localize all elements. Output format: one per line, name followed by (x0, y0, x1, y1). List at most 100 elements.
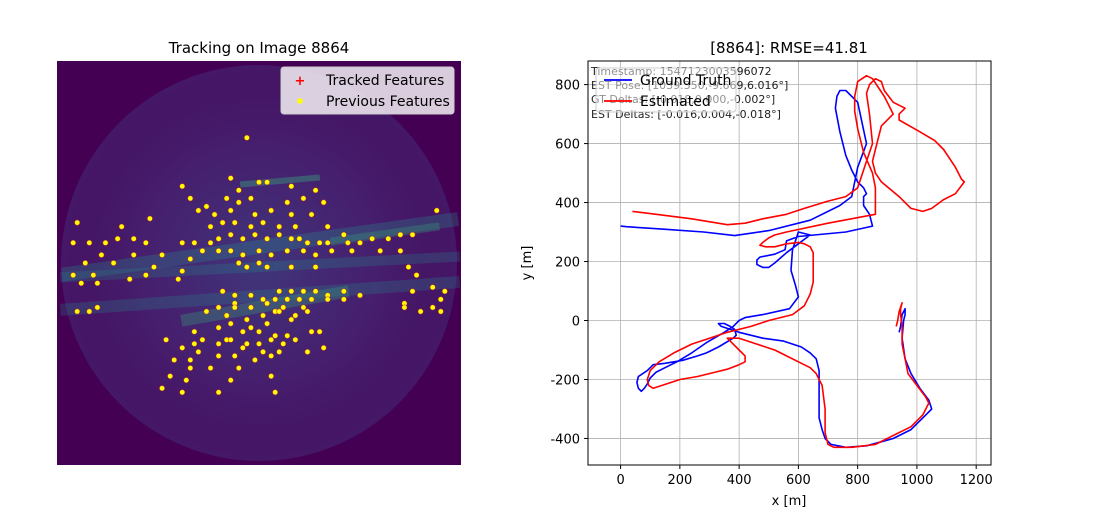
left-legend: + Tracked Features Previous Features (280, 66, 455, 115)
previous-feature-point (183, 377, 190, 384)
previous-feature-point (191, 239, 198, 246)
previous-feature-point (227, 377, 234, 384)
y-tick-label: 0 (572, 315, 580, 330)
previous-feature-point (130, 252, 137, 258)
previous-feature-point (256, 340, 262, 347)
previous-feature-point (70, 239, 77, 246)
previous-feature-point (219, 219, 226, 226)
previous-feature-point (340, 288, 347, 295)
previous-feature-point (187, 357, 194, 363)
previous-feature-point (219, 288, 226, 295)
previous-feature-point (312, 187, 319, 194)
previous-feature-point (231, 292, 238, 299)
previous-feature-point (441, 288, 448, 295)
previous-feature-point (94, 304, 101, 311)
previous-feature-point (159, 385, 165, 392)
previous-feature-point (203, 308, 210, 315)
previous-feature-point (126, 276, 133, 283)
x-tick-label: 800 (845, 473, 870, 488)
previous-feature-point (159, 252, 165, 258)
previous-feature-point (324, 223, 331, 230)
plot-frame (587, 60, 992, 466)
axis-ticks: 0 200 400 600 800 1000 1200 -400 -200 0 200 400 600 8… (550, 79, 992, 488)
radar-return-band (60, 212, 460, 282)
radar-return-band (60, 251, 460, 283)
previous-feature-point (312, 288, 319, 295)
previous-feature-point (256, 248, 262, 254)
previous-feature-point (163, 336, 169, 343)
previous-feature-point (211, 211, 218, 218)
previous-feature-point (82, 260, 89, 266)
previous-feature-point (288, 316, 295, 323)
previous-feature-point (130, 235, 137, 242)
previous-feature-point (276, 308, 283, 315)
previous-feature-point (215, 248, 222, 254)
previous-feature-point (288, 183, 295, 190)
right-legend: Ground Truth Estimated (595, 67, 737, 113)
previous-feature-point (195, 207, 202, 214)
previous-feature-point (316, 328, 323, 335)
previous-feature-point (239, 235, 246, 242)
previous-feature-point (98, 252, 105, 258)
previous-feature-point (187, 195, 194, 202)
previous-feature-point (70, 272, 77, 278)
previous-feature-point (288, 211, 295, 218)
radar-return-band (329, 222, 441, 246)
previous-feature-point (357, 239, 363, 246)
radar-image (57, 61, 461, 465)
right-panel: [8864]: RMSE=41.81 0 200 400 600 800 1000 1200… (520, 39, 993, 509)
previous-feature-point (300, 195, 307, 202)
previous-feature-point (272, 389, 279, 396)
previous-feature-point (252, 211, 258, 218)
previous-feature-point (264, 264, 270, 270)
previous-feature-point (369, 235, 375, 242)
previous-feature-point (235, 187, 242, 194)
previous-feature-point (300, 304, 307, 311)
previous-feature-point (143, 272, 149, 278)
legend-previous-label: Previous Features (326, 94, 450, 110)
previous-feature-point (260, 349, 266, 355)
previous-feature-point (272, 332, 279, 339)
previous-feature-point (179, 268, 186, 274)
previous-feature-point (264, 300, 270, 307)
y-tick-label: 600 (555, 138, 580, 153)
previous-feature-point (268, 373, 274, 379)
y-tick-label: 800 (555, 79, 580, 94)
y-tick-label: -400 (550, 432, 580, 447)
previous-feature-point (231, 219, 238, 226)
previous-feature-point (78, 280, 85, 287)
previous-feature-point (248, 304, 254, 311)
previous-feature-point (227, 248, 234, 254)
previous-feature-point (74, 308, 81, 315)
previous-feature-point (340, 296, 347, 303)
previous-feature-point (409, 288, 416, 295)
previous-feature-point (417, 308, 424, 315)
previous-feature-point (179, 239, 186, 246)
tracked-marker-icon: + (295, 74, 306, 89)
previous-feature-point (433, 207, 440, 214)
previous-feature-point (260, 312, 266, 319)
previous-feature-point (308, 328, 315, 335)
previous-feature-point (215, 340, 222, 347)
previous-feature-point (94, 280, 101, 287)
previous-feature-point (235, 199, 242, 206)
previous-feature-point (276, 231, 283, 238)
previous-feature-point (235, 260, 242, 266)
previous-feature-point (248, 223, 254, 230)
previous-feature-point (248, 324, 254, 331)
previous-feature-point (276, 223, 283, 230)
previous-feature-point (215, 353, 222, 359)
previous-feature-point (102, 239, 109, 246)
previous-feature-point (227, 336, 234, 343)
previous-feature-point (272, 296, 279, 303)
previous-feature-point (308, 296, 315, 303)
radar-return-band (180, 285, 350, 327)
previous-feature-point (320, 344, 327, 351)
previous-feature-point (300, 288, 307, 295)
previous-feature-point (191, 328, 198, 335)
previous-feature-point (296, 235, 303, 242)
previous-feature-point (187, 256, 194, 262)
previous-feature-point (328, 248, 335, 254)
x-tick-label: 200 (667, 473, 692, 488)
previous-feature-point (175, 276, 182, 283)
